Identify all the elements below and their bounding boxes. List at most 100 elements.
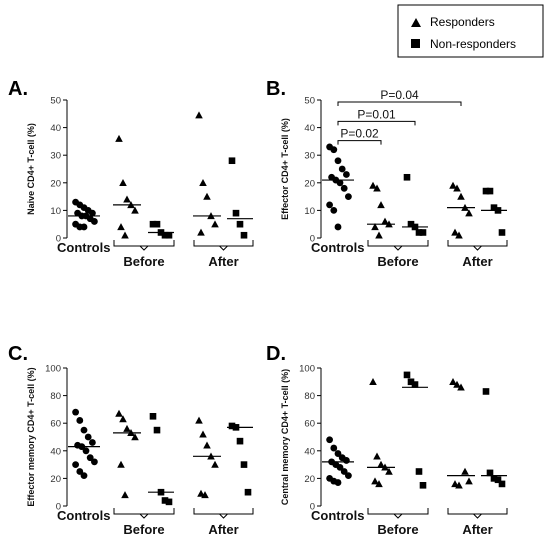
significance-bracket [337, 140, 382, 145]
data-point [369, 378, 377, 385]
y-tick-label: 10 [304, 206, 315, 217]
group-label-controls: Controls [57, 508, 110, 523]
bracket-after [447, 240, 508, 247]
data-point [76, 468, 84, 475]
data-point [465, 209, 473, 217]
data-point [498, 229, 506, 236]
bracket-before [113, 240, 175, 247]
data-point [195, 111, 203, 119]
bracket-after [193, 508, 254, 515]
data-point [449, 181, 457, 189]
y-tick-label: 0 [56, 234, 61, 245]
data-point [80, 426, 88, 434]
panel-label: A. [8, 78, 28, 100]
series-before-non-responders [148, 220, 174, 239]
y-tick-label: 60 [50, 419, 61, 430]
series-after-responders [193, 111, 221, 236]
bracket-notch-before [139, 513, 149, 519]
data-point [201, 491, 209, 499]
data-point [153, 426, 161, 434]
y-tick-label: 40 [50, 123, 61, 134]
data-point [336, 179, 344, 187]
series-before-responders [367, 181, 395, 239]
y-tick-label: 40 [304, 123, 315, 134]
data-point [161, 497, 169, 504]
data-point [228, 157, 236, 165]
series-after-non-responders [227, 157, 253, 239]
data-point [403, 371, 411, 379]
legend: Responders Non-responders [397, 4, 544, 58]
data-point [465, 477, 473, 485]
bracket-notch-after [473, 513, 482, 519]
significance-annotation: P=0.04 [337, 88, 462, 106]
p-value-label: P=0.04 [380, 88, 419, 102]
chart-panel-b: B. 0 10 20 30 40 50 Effector CD4+ T-cell (%) Con… [266, 78, 508, 269]
data-point [482, 187, 490, 195]
y-tick-label: 0 [56, 502, 61, 513]
bracket-notch-before [393, 245, 403, 251]
data-point [89, 209, 96, 217]
data-point [415, 468, 423, 475]
series-controls [322, 436, 354, 486]
data-point [117, 460, 125, 468]
data-point [455, 231, 463, 239]
data-point [415, 229, 423, 236]
group-label-controls: Controls [57, 240, 110, 255]
data-point [232, 209, 240, 217]
data-point [371, 223, 379, 231]
legend-label-responders: Responders [430, 15, 495, 29]
data-point [330, 207, 338, 214]
data-point [490, 204, 498, 211]
series-controls [68, 408, 100, 480]
significance-bracket [337, 120, 416, 126]
data-point [195, 416, 203, 424]
data-point [498, 480, 506, 488]
data-point [330, 146, 338, 154]
bracket-notch-before [139, 245, 149, 251]
chart-panel-c: C. 0 20 40 60 80 100 Effector memory CD4+ T-cel… [8, 343, 254, 537]
data-point [119, 415, 127, 423]
p-value-label: P=0.01 [357, 107, 396, 121]
chart-panel-a: A. 0 10 20 30 40 50 Naive CD4+ T-cell (%) Contro… [8, 78, 254, 269]
data-point [411, 381, 419, 388]
data-point [228, 422, 236, 430]
series-before-responders [367, 378, 395, 488]
data-point [461, 467, 469, 475]
data-point [84, 433, 92, 441]
y-tick-label: 80 [304, 391, 315, 402]
data-point [419, 229, 427, 236]
panel-label: B. [266, 78, 286, 100]
data-point [203, 192, 211, 200]
bracket-after [447, 508, 508, 515]
data-point [72, 408, 79, 416]
series-after-non-responders [227, 422, 253, 496]
data-point [80, 223, 88, 231]
data-point [244, 488, 252, 496]
group-label-before: Before [123, 254, 164, 269]
data-point [486, 187, 494, 195]
data-point [153, 220, 161, 228]
data-point [494, 476, 502, 484]
series-controls [68, 198, 100, 231]
data-point [373, 184, 381, 192]
series-after-responders [447, 378, 475, 489]
data-point [375, 231, 383, 239]
data-point [336, 463, 344, 471]
data-point [457, 192, 465, 200]
data-point [340, 184, 348, 192]
series-before-non-responders [402, 173, 428, 236]
y-axis-title: Central memory CD4+ T-cell (%) [280, 369, 290, 505]
data-point [334, 450, 342, 457]
data-point [449, 378, 457, 385]
series-controls [322, 143, 354, 231]
data-point [371, 477, 379, 485]
y-tick-label: 100 [45, 364, 61, 375]
data-point [199, 430, 207, 438]
group-label-after: After [208, 522, 238, 537]
y-tick-label: 20 [304, 474, 315, 485]
y-tick-label: 40 [304, 446, 315, 457]
data-point [377, 460, 385, 468]
data-point [199, 179, 207, 186]
group-label-after: After [462, 522, 492, 537]
